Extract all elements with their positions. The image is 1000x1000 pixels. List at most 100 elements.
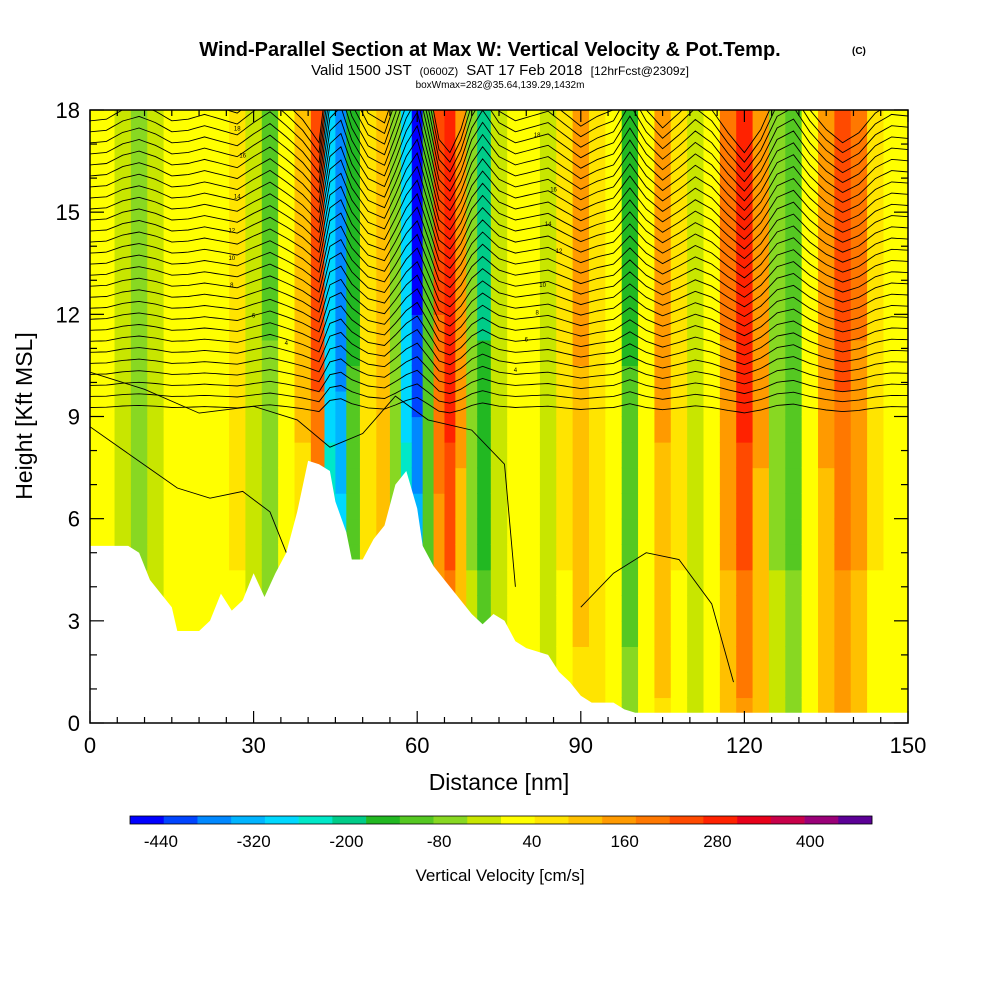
velocity-cell xyxy=(899,442,908,469)
velocity-cell xyxy=(703,288,721,315)
velocity-cell xyxy=(768,518,786,545)
velocity-cell xyxy=(147,237,165,264)
velocity-cell xyxy=(444,263,456,290)
theta-contour-line xyxy=(90,371,516,587)
velocity-cell xyxy=(801,135,819,162)
velocity-cell xyxy=(444,314,456,341)
velocity-cell xyxy=(834,416,852,443)
velocity-cell xyxy=(638,212,656,239)
velocity-cell xyxy=(114,518,132,545)
velocity-cell xyxy=(294,110,312,137)
velocity-cell xyxy=(294,365,312,392)
velocity-cell xyxy=(163,390,181,418)
velocity-cell xyxy=(523,518,541,545)
velocity-cell xyxy=(98,518,116,545)
velocity-cell xyxy=(654,442,672,469)
velocity-cell xyxy=(147,442,165,469)
velocity-cell xyxy=(477,442,492,469)
colorbar-segment xyxy=(298,816,333,824)
velocity-cell xyxy=(212,569,230,596)
velocity-cell xyxy=(818,467,835,494)
velocity-cell xyxy=(98,416,116,443)
theta-contour-label: 16 xyxy=(239,154,246,160)
colorbar-tick-label: -440 xyxy=(144,832,178,851)
velocity-cell xyxy=(444,135,456,162)
colorbar-tick-label: -320 xyxy=(237,832,271,851)
velocity-cell xyxy=(294,237,312,264)
theta-contour-line xyxy=(90,356,908,385)
velocity-cell xyxy=(752,339,770,367)
velocity-cell xyxy=(466,493,478,520)
velocity-cell xyxy=(179,110,197,137)
velocity-cell xyxy=(163,442,181,469)
velocity-cell xyxy=(572,416,590,443)
colorbar-segment xyxy=(501,816,536,824)
velocity-cell xyxy=(466,595,478,622)
x-tick-label: 90 xyxy=(569,733,593,758)
velocity-cell xyxy=(638,646,656,673)
velocity-cell xyxy=(523,467,541,494)
velocity-cell xyxy=(130,518,148,545)
velocity-cell xyxy=(736,671,754,699)
velocity-cell xyxy=(834,339,852,367)
velocity-cell xyxy=(433,493,446,520)
velocity-cell xyxy=(179,314,197,341)
velocity-cell xyxy=(376,467,391,494)
velocity-cell xyxy=(588,365,606,392)
velocity-cell xyxy=(539,569,557,596)
velocity-cell xyxy=(444,339,456,367)
velocity-cell xyxy=(229,569,247,596)
colorbar-tick-label: 40 xyxy=(522,832,541,851)
velocity-cell xyxy=(883,314,901,341)
velocity-cell xyxy=(147,365,165,392)
velocity-cell xyxy=(466,237,478,264)
velocity-cell xyxy=(572,442,590,469)
velocity-cell xyxy=(785,110,803,137)
velocity-cell xyxy=(523,263,541,290)
velocity-cell xyxy=(719,646,737,673)
y-tick-label: 18 xyxy=(56,98,80,123)
velocity-cell xyxy=(556,518,574,545)
velocity-cell xyxy=(196,110,214,137)
velocity-cell xyxy=(359,416,377,443)
velocity-cell xyxy=(654,671,672,699)
velocity-cell xyxy=(490,390,508,418)
y-axis-label: Height [Kft MSL] xyxy=(11,332,37,499)
velocity-cell xyxy=(245,339,263,367)
velocity-cell xyxy=(455,263,467,290)
velocity-cell xyxy=(376,237,391,264)
velocity-cell xyxy=(834,110,852,137)
velocity-cell xyxy=(785,595,803,622)
velocity-cell xyxy=(433,135,446,162)
colorbar-segment xyxy=(534,816,569,824)
velocity-cell xyxy=(818,212,835,239)
velocity-cell xyxy=(850,135,868,162)
velocity-cell xyxy=(346,365,361,392)
velocity-cell xyxy=(359,186,377,213)
velocity-cell xyxy=(411,110,424,137)
velocity-cell xyxy=(572,212,590,239)
velocity-cell xyxy=(389,314,402,341)
velocity-cell xyxy=(703,544,721,571)
theta-contour-line xyxy=(90,383,908,404)
velocity-cell xyxy=(654,569,672,596)
velocity-cell xyxy=(785,135,803,162)
velocity-cell xyxy=(245,314,263,341)
velocity-cell xyxy=(850,620,868,647)
velocity-cell xyxy=(785,646,803,673)
velocity-cell xyxy=(179,212,197,239)
velocity-cell xyxy=(422,518,435,545)
velocity-cell xyxy=(687,671,705,699)
velocity-cell xyxy=(572,518,590,545)
velocity-cell xyxy=(850,467,868,494)
velocity-cell xyxy=(834,314,852,341)
velocity-cell xyxy=(114,263,132,290)
velocity-cell xyxy=(703,442,721,469)
velocity-cell xyxy=(654,416,672,443)
velocity-cell xyxy=(389,288,402,315)
velocity-cell xyxy=(670,671,688,699)
velocity-cell xyxy=(212,237,230,264)
velocity-cell xyxy=(752,569,770,596)
velocity-cell xyxy=(490,569,508,596)
velocity-cell xyxy=(768,237,786,264)
